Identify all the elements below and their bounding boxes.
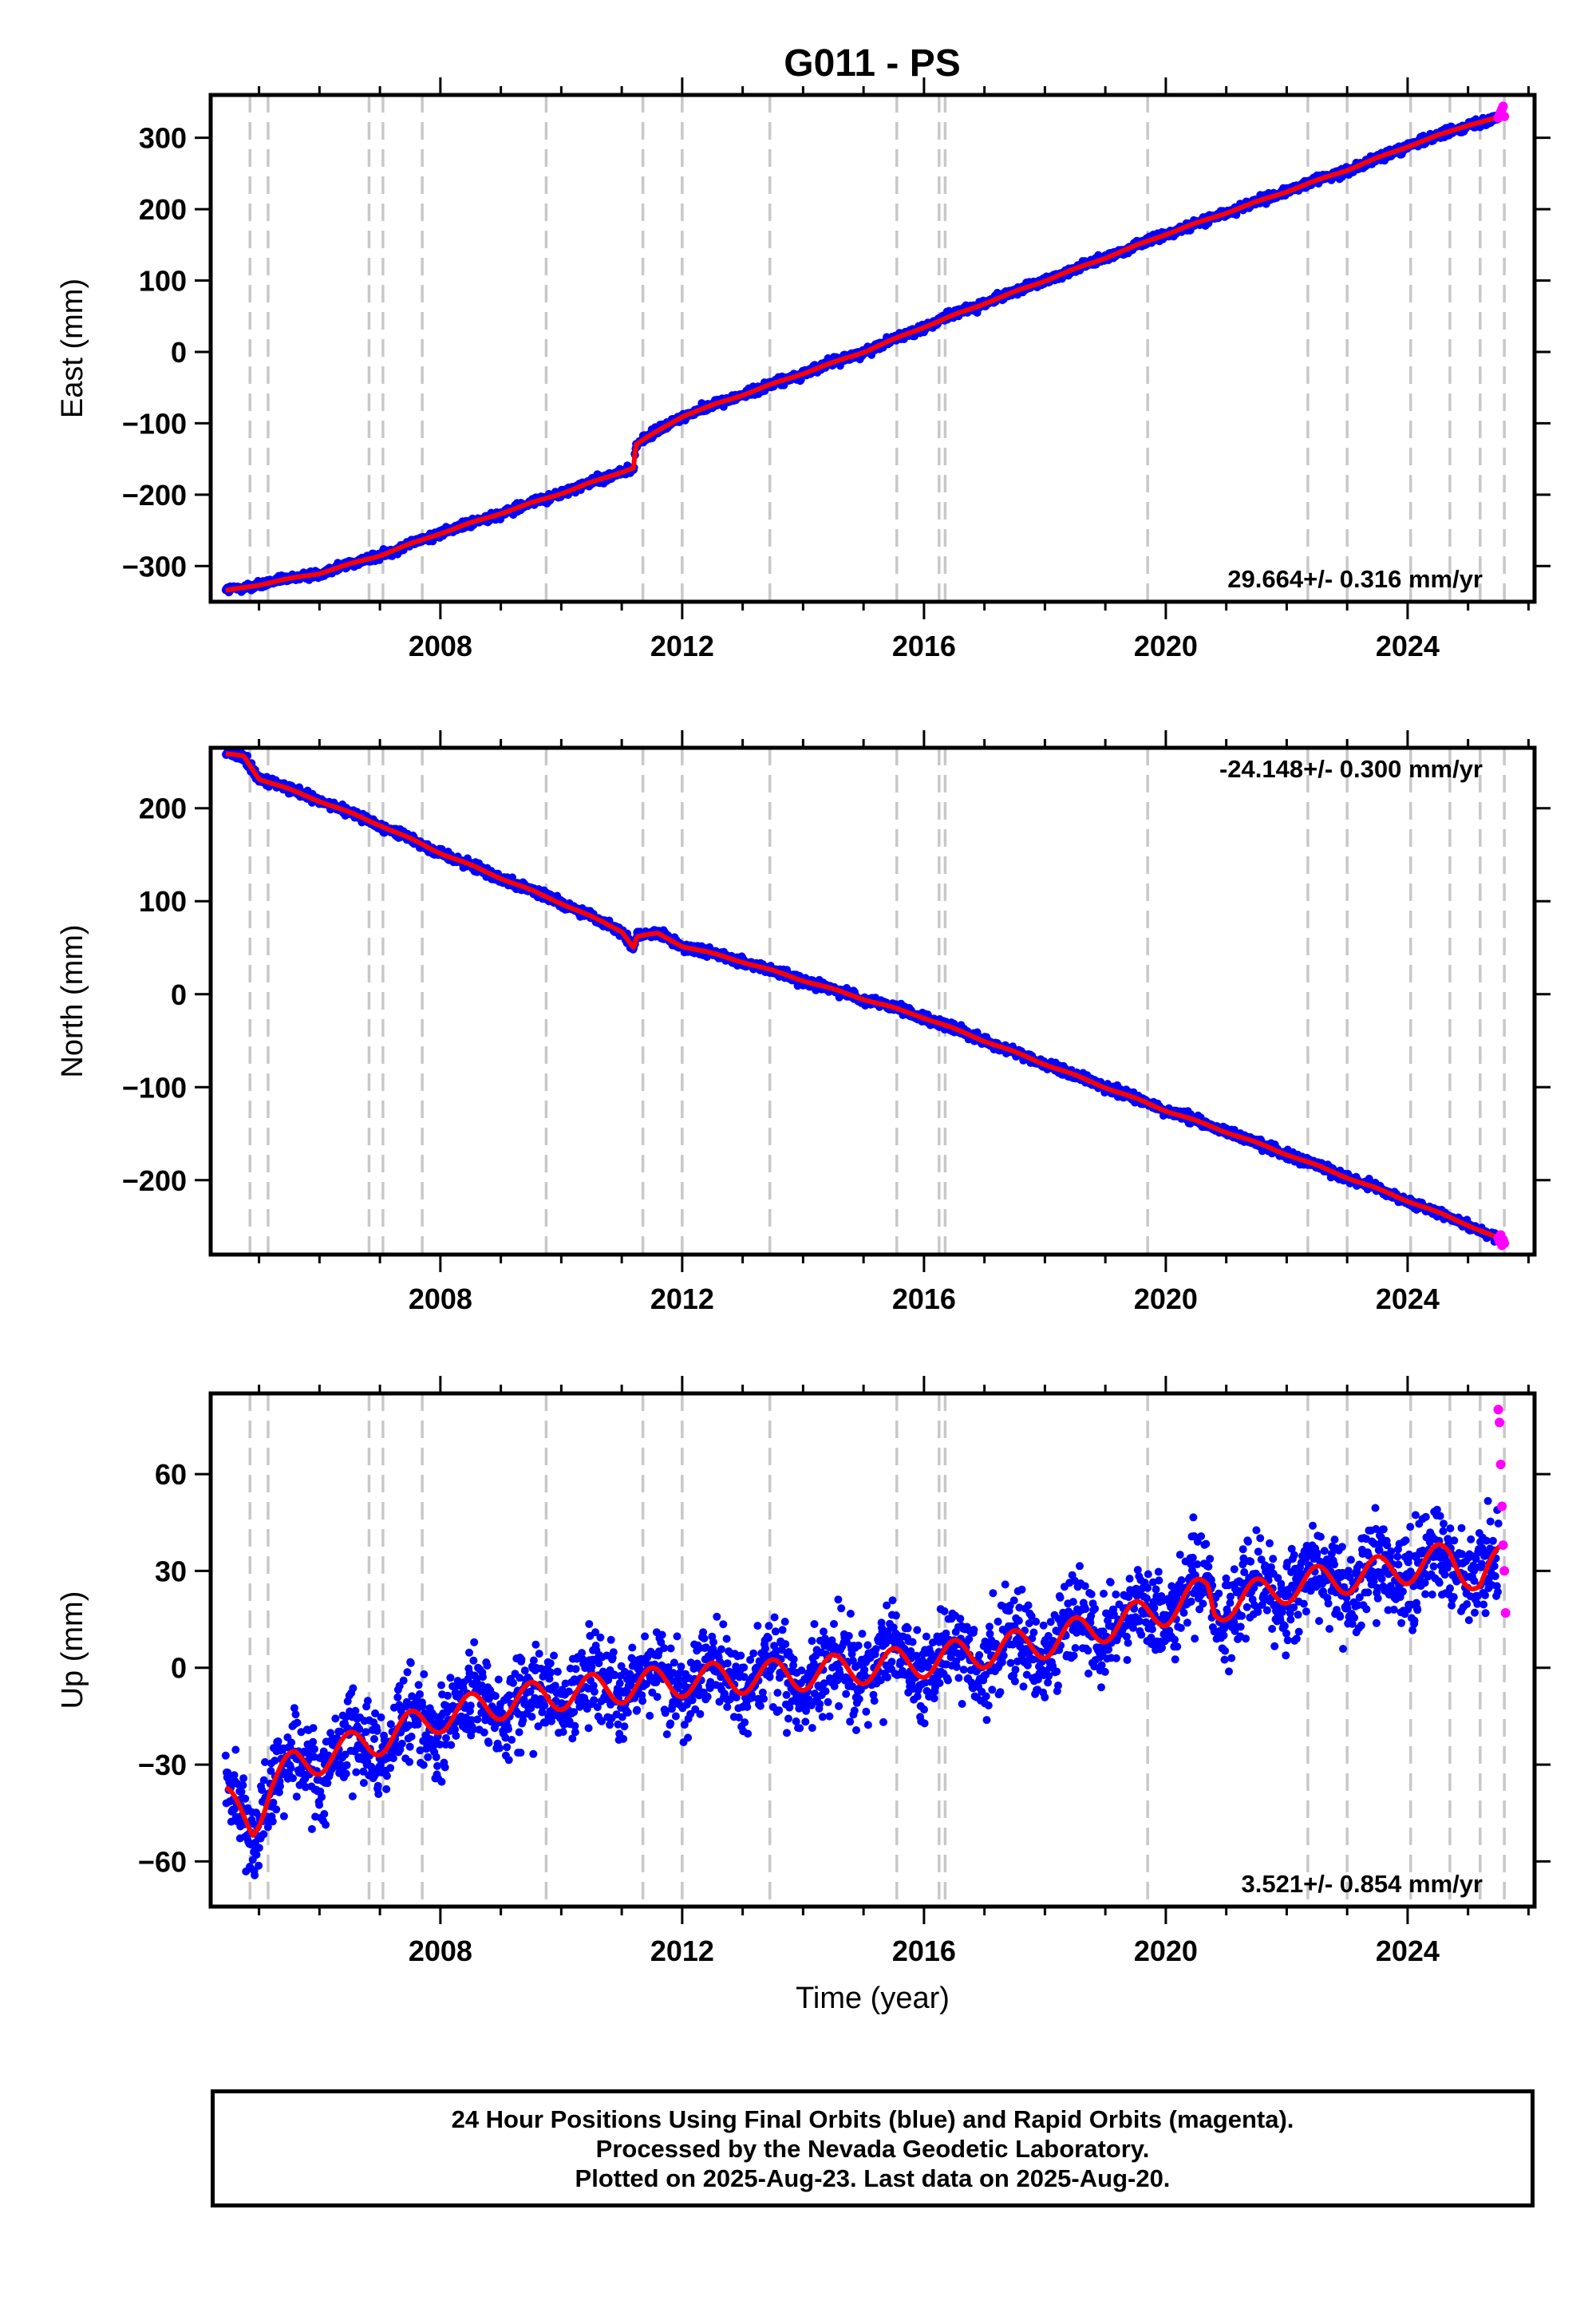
x-tick-label: 2016 bbox=[892, 630, 956, 662]
y-tick-label: 100 bbox=[139, 265, 187, 298]
y-tick-label: −300 bbox=[122, 550, 187, 583]
x-tick-label: 2020 bbox=[1134, 630, 1198, 662]
x-tick-label: 2024 bbox=[1376, 630, 1440, 662]
x-tick-label: 2008 bbox=[409, 630, 472, 662]
y-tick-label: 200 bbox=[139, 193, 187, 226]
panels: 2008 2012 2016 2020 2024 −300 −200 −100 0 100 200 3… bbox=[56, 77, 1551, 2015]
rapid-point bbox=[1499, 111, 1510, 121]
series-rapid-orbits bbox=[1493, 101, 1510, 123]
y-tick-label: 0 bbox=[171, 336, 187, 369]
y-tick-label: −100 bbox=[122, 407, 187, 440]
series-final-orbits bbox=[222, 748, 1503, 1246]
y-axis-label: East (mm) bbox=[56, 279, 89, 418]
panel-north: 2008 2012 2016 2020 2024−200−1000100200North… bbox=[56, 730, 1551, 1315]
y-tick-label: −200 bbox=[122, 479, 187, 512]
plot-area bbox=[221, 95, 1510, 602]
chart-title: G011 - PS bbox=[784, 42, 960, 85]
plot-area bbox=[222, 748, 1510, 1255]
model-line bbox=[224, 113, 1506, 593]
y-tick-label: 300 bbox=[139, 122, 187, 155]
rapid-point bbox=[1498, 101, 1508, 112]
velocity-label: 29.664+/- 0.316 mm/yr bbox=[1227, 565, 1483, 593]
plot-frame bbox=[208, 93, 1537, 604]
x-tick-label: 2012 bbox=[650, 630, 714, 662]
panel-east: 2008 2012 2016 2020 2024 −300 −200 −100 0 100 200 3… bbox=[56, 77, 1551, 662]
